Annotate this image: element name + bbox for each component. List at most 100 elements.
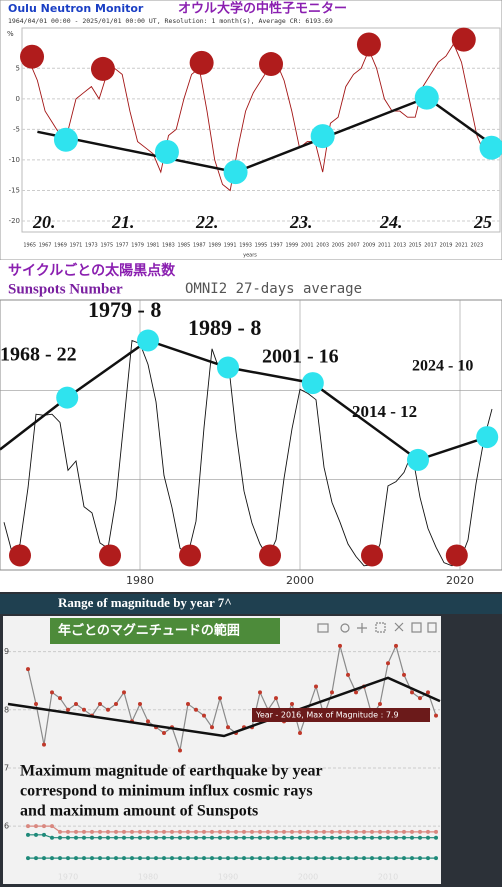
x-tick-label: 1981 xyxy=(147,243,160,249)
data-point xyxy=(82,707,86,712)
x-tick-label: 1990 xyxy=(218,873,238,882)
quake-banner xyxy=(0,594,502,614)
data-point xyxy=(418,829,422,834)
highlight-circle xyxy=(223,160,248,185)
data-line xyxy=(28,834,436,839)
data-point xyxy=(274,835,278,840)
data-point xyxy=(146,856,150,861)
x-tick-label: 2001 xyxy=(301,243,314,249)
data-point xyxy=(210,829,214,834)
data-point xyxy=(418,856,422,861)
data-point xyxy=(234,829,238,834)
data-point xyxy=(58,829,62,834)
data-point xyxy=(250,835,254,840)
data-point xyxy=(210,835,214,840)
highlight-circle xyxy=(9,544,31,567)
data-point xyxy=(394,643,398,648)
annotation: correspond to minimum influx cosmic rays xyxy=(20,783,313,800)
annotation: 2014 - 12 xyxy=(352,402,417,421)
data-point xyxy=(122,690,126,695)
data-point xyxy=(26,832,30,837)
data-point xyxy=(226,835,230,840)
data-point xyxy=(410,829,414,834)
x-tick-label: 2009 xyxy=(363,243,376,249)
x-tick-label: 2020 xyxy=(446,574,474,587)
data-point xyxy=(154,856,158,861)
data-point xyxy=(370,835,374,840)
data-point xyxy=(58,835,62,840)
data-point xyxy=(42,824,46,829)
data-point xyxy=(418,835,422,840)
data-point xyxy=(258,835,262,840)
data-point xyxy=(34,701,38,706)
data-point xyxy=(410,690,414,695)
data-point xyxy=(82,829,86,834)
highlight-circle xyxy=(259,544,281,567)
data-point xyxy=(186,829,190,834)
data-point xyxy=(114,856,118,861)
data-point xyxy=(418,696,422,701)
annotation: 1979 - 8 xyxy=(88,297,161,322)
data-point xyxy=(362,829,366,834)
x-tick-label: 1985 xyxy=(178,243,191,249)
data-point xyxy=(122,856,126,861)
data-point xyxy=(226,725,230,730)
data-point xyxy=(314,835,318,840)
data-point xyxy=(306,829,310,834)
x-tick-label: 2010 xyxy=(378,873,398,882)
data-point xyxy=(370,856,374,861)
data-point xyxy=(98,701,102,706)
data-point xyxy=(26,824,30,829)
x-tick-label: 1975 xyxy=(100,243,113,249)
annotation: 20. xyxy=(32,212,56,232)
data-point xyxy=(290,835,294,840)
data-point xyxy=(426,829,430,834)
data-point xyxy=(298,835,302,840)
data-point xyxy=(386,835,390,840)
data-point xyxy=(402,856,406,861)
data-point xyxy=(402,672,406,677)
data-point xyxy=(42,832,46,837)
annotation: 1989 - 8 xyxy=(188,315,261,340)
quake-title: Range of magnitude by year 7^ xyxy=(58,595,232,610)
data-point xyxy=(362,835,366,840)
highlight-circle xyxy=(451,27,476,52)
data-point xyxy=(146,719,150,724)
quake-subtitle: 年ごとのマグニチュードの範囲 xyxy=(58,623,240,639)
data-point xyxy=(410,835,414,840)
data-point xyxy=(218,696,222,701)
data-point xyxy=(314,684,318,689)
x-tick-label: 1999 xyxy=(285,243,298,249)
data-point xyxy=(330,829,334,834)
x-tick-label: 2015 xyxy=(409,243,422,249)
data-point xyxy=(218,856,222,861)
x-tick-label: 1973 xyxy=(85,243,98,249)
x-tick-label: 1977 xyxy=(116,243,129,249)
annotation: 2001 - 16 xyxy=(262,346,339,368)
data-point xyxy=(378,856,382,861)
sunspot-note: OMNI2 27-days average xyxy=(185,281,362,297)
data-point xyxy=(186,701,190,706)
data-point xyxy=(354,856,358,861)
highlight-circle xyxy=(154,139,179,164)
data-point xyxy=(106,707,110,712)
data-point xyxy=(154,835,158,840)
data-point xyxy=(178,835,182,840)
y-tick-label: -5 xyxy=(13,125,20,133)
data-point xyxy=(426,690,430,695)
x-tick-label: 2005 xyxy=(332,243,345,249)
data-point xyxy=(138,701,142,706)
highlight-circle xyxy=(310,124,335,149)
data-line xyxy=(28,825,436,833)
data-point xyxy=(66,707,70,712)
data-point xyxy=(106,829,110,834)
sunspot-panel xyxy=(0,260,502,592)
x-tick-label: 1997 xyxy=(270,243,283,249)
data-point xyxy=(218,829,222,834)
y-tick-label: 9 xyxy=(4,647,9,656)
highlight-circle xyxy=(99,544,121,567)
data-point xyxy=(322,829,326,834)
annotations: 20. 21. 22. 23. 24. 25 1968 - 22 1979 - 8 1989 -… xyxy=(0,212,492,820)
data-point xyxy=(338,856,342,861)
